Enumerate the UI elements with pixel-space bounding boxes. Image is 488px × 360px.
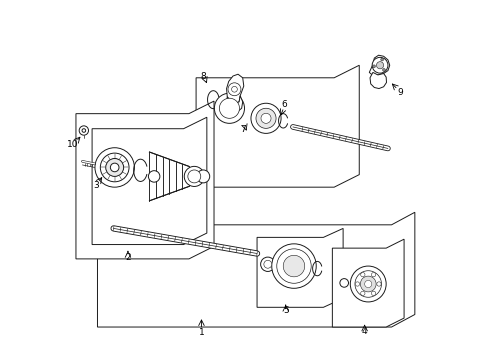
Circle shape: [376, 282, 380, 286]
Text: 9: 9: [397, 87, 403, 96]
Circle shape: [371, 57, 387, 73]
Circle shape: [360, 291, 364, 296]
Circle shape: [214, 93, 244, 123]
Text: 4: 4: [361, 327, 366, 336]
Circle shape: [184, 166, 204, 186]
Circle shape: [79, 126, 88, 135]
Circle shape: [380, 58, 383, 61]
Polygon shape: [226, 74, 244, 104]
Circle shape: [187, 170, 201, 183]
Polygon shape: [369, 72, 386, 89]
Circle shape: [360, 273, 364, 277]
Circle shape: [227, 83, 241, 96]
Circle shape: [82, 129, 85, 132]
Circle shape: [271, 244, 316, 288]
Text: 1: 1: [198, 328, 204, 337]
Circle shape: [110, 163, 119, 172]
Circle shape: [231, 86, 237, 92]
Circle shape: [148, 171, 160, 182]
Circle shape: [105, 158, 123, 176]
Polygon shape: [196, 65, 359, 187]
Text: 6: 6: [281, 100, 286, 109]
Circle shape: [264, 260, 271, 268]
Circle shape: [276, 249, 310, 283]
Polygon shape: [226, 96, 242, 112]
Polygon shape: [332, 239, 403, 327]
Polygon shape: [368, 55, 389, 75]
Polygon shape: [97, 212, 414, 327]
Circle shape: [349, 266, 386, 302]
Circle shape: [371, 273, 375, 277]
Text: 5: 5: [282, 306, 288, 315]
Circle shape: [354, 271, 381, 297]
Circle shape: [196, 170, 209, 183]
Circle shape: [255, 108, 276, 129]
Circle shape: [95, 148, 134, 187]
Text: 2: 2: [125, 253, 130, 262]
Circle shape: [261, 113, 270, 123]
Circle shape: [219, 98, 239, 118]
Circle shape: [382, 68, 385, 71]
Text: 7: 7: [239, 125, 245, 134]
Circle shape: [371, 291, 375, 296]
Circle shape: [339, 279, 348, 287]
Text: 10: 10: [67, 140, 79, 149]
Circle shape: [250, 103, 281, 134]
Circle shape: [283, 255, 304, 277]
Circle shape: [376, 62, 383, 69]
Polygon shape: [257, 228, 343, 307]
Circle shape: [372, 65, 375, 68]
Polygon shape: [92, 117, 206, 244]
Text: 8: 8: [200, 72, 206, 81]
Text: 3: 3: [93, 181, 99, 190]
Circle shape: [364, 280, 371, 288]
Circle shape: [260, 257, 274, 271]
Circle shape: [100, 153, 129, 182]
Circle shape: [360, 276, 375, 292]
Circle shape: [355, 282, 359, 286]
Polygon shape: [76, 101, 214, 259]
